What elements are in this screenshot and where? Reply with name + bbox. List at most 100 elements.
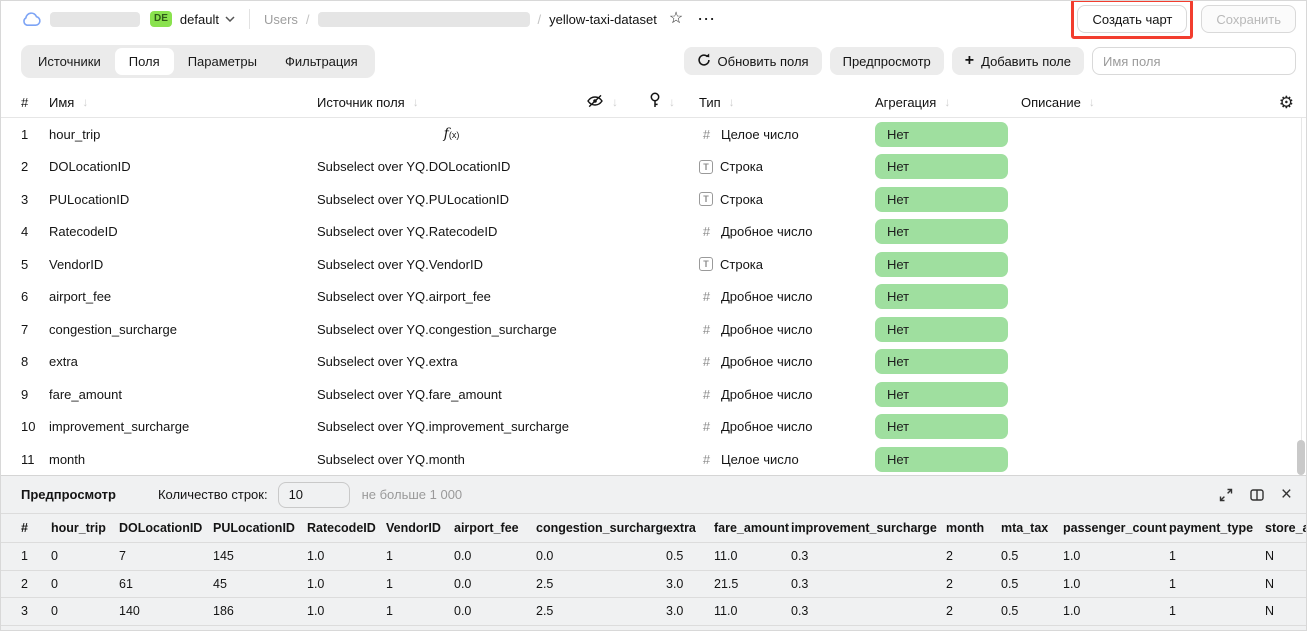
field-type[interactable]: # Целое число bbox=[699, 452, 875, 467]
field-type[interactable]: T Строка bbox=[699, 159, 875, 174]
col-header-source[interactable]: Источник поля ↓ bbox=[317, 94, 419, 110]
field-row[interactable]: 7 congestion_surcharge Subselect over YQ.c… bbox=[1, 313, 1306, 346]
field-type-label: Строка bbox=[720, 191, 764, 207]
save-button[interactable]: Сохранить bbox=[1201, 5, 1296, 33]
preview-cell: 0.0 bbox=[454, 604, 472, 619]
col-header-visibility[interactable]: ↓ bbox=[586, 93, 649, 112]
aggregation-select[interactable]: Нет bbox=[875, 414, 1008, 440]
aggregation-select[interactable]: Нет bbox=[875, 381, 1008, 407]
field-index: 5 bbox=[21, 256, 29, 272]
aggregation-select[interactable]: Нет bbox=[875, 316, 1008, 342]
field-source: Subselect over YQ.congestion_surcharge bbox=[317, 321, 557, 337]
add-field-button[interactable]: + Добавить поле bbox=[951, 47, 1084, 75]
field-row[interactable]: 10 improvement_surcharge Subselect over YQ… bbox=[1, 411, 1306, 444]
field-row[interactable]: 9 fare_amount Subselect over YQ.fare_amoun… bbox=[1, 378, 1306, 411]
preview-panel: Предпросмотр Количество строк: не больше… bbox=[1, 475, 1306, 630]
field-type[interactable]: # Дробное число bbox=[699, 224, 875, 239]
preview-col-header: airport_fee bbox=[454, 521, 519, 535]
number-type-icon: # bbox=[702, 354, 711, 370]
field-row[interactable]: 3 PULocationID Subselect over YQ.PULocatio… bbox=[1, 183, 1306, 216]
field-type[interactable]: # Дробное число bbox=[699, 322, 875, 337]
field-source-formula[interactable]: f(x) bbox=[317, 126, 586, 142]
col-header-description[interactable]: Описание ↓ bbox=[1021, 94, 1095, 110]
field-row[interactable]: 1 hour_trip f(x) # Целое число Нет bbox=[1, 118, 1306, 151]
field-name-search-input[interactable] bbox=[1092, 47, 1296, 75]
field-name[interactable]: RatecodeID bbox=[49, 224, 118, 240]
preview-row: 2 0 61 45 1.0 1 0.0 2.5 3.0 21.5 0.3 2 0.5 1.0 1 N bbox=[1, 571, 1306, 599]
col-header-name[interactable]: Имя ↓ bbox=[49, 94, 89, 110]
redacted-breadcrumb-folder[interactable] bbox=[317, 11, 530, 27]
rows-count-hint: не больше 1 000 bbox=[361, 487, 463, 502]
field-row[interactable]: 5 VendorID Subselect over YQ.VendorID T Стро… bbox=[1, 248, 1306, 281]
field-row[interactable]: 2 DOLocationID Subselect over YQ.DOLocatio… bbox=[1, 151, 1306, 184]
preview-cell: 140 bbox=[119, 604, 140, 619]
split-view-icon[interactable] bbox=[1250, 488, 1264, 502]
aggregation-select[interactable]: Нет bbox=[875, 154, 1008, 180]
expand-preview-icon[interactable] bbox=[1219, 488, 1233, 502]
sort-icon: ↓ bbox=[82, 95, 89, 109]
aggregation-select[interactable]: Нет bbox=[875, 251, 1008, 277]
field-name[interactable]: hour_trip bbox=[49, 126, 101, 142]
aggregation-select[interactable]: Нет bbox=[875, 219, 1008, 245]
field-type[interactable]: # Дробное число bbox=[699, 387, 875, 402]
field-type[interactable]: T Строка bbox=[699, 192, 875, 207]
create-chart-button[interactable]: Создать чарт bbox=[1077, 5, 1188, 33]
key-icon bbox=[649, 92, 661, 112]
preview-button[interactable]: Предпросмотр bbox=[829, 47, 944, 75]
field-name[interactable]: congestion_surcharge bbox=[49, 321, 177, 337]
field-row[interactable]: 4 RatecodeID Subselect over YQ.RatecodeID #… bbox=[1, 216, 1306, 249]
preview-cell: 7 bbox=[119, 549, 126, 564]
col-header-aggregation[interactable]: Агрегация ↓ bbox=[875, 94, 951, 110]
refresh-fields-button[interactable]: Обновить поля bbox=[683, 47, 822, 75]
redacted-workspace-name bbox=[50, 11, 140, 27]
aggregation-select[interactable]: Нет bbox=[875, 446, 1008, 472]
tab-filtering[interactable]: Фильтрация bbox=[285, 53, 358, 69]
field-name[interactable]: improvement_surcharge bbox=[49, 419, 190, 435]
field-type[interactable]: T Строка bbox=[699, 257, 875, 272]
preview-col-header: store_an bbox=[1265, 521, 1306, 535]
field-source: Subselect over YQ.improvement_surcharge bbox=[317, 419, 569, 435]
tab-parameters[interactable]: Параметры bbox=[187, 53, 257, 69]
more-menu-icon[interactable]: ⋯ bbox=[697, 9, 716, 29]
field-name[interactable]: month bbox=[49, 451, 86, 467]
table-settings-gear-icon[interactable]: ⚙ bbox=[1278, 92, 1294, 112]
field-source: Subselect over YQ.VendorID bbox=[317, 256, 483, 272]
favorite-star-icon[interactable]: ☆ bbox=[668, 10, 684, 27]
field-row[interactable]: 11 month Subselect over YQ.month # Целое чис… bbox=[1, 443, 1306, 476]
aggregation-select[interactable]: Нет bbox=[875, 186, 1008, 212]
field-type[interactable]: # Дробное число bbox=[699, 289, 875, 304]
field-type-label: Дробное число bbox=[721, 419, 813, 435]
field-type-label: Строка bbox=[720, 159, 764, 175]
field-row[interactable]: 8 extra Subselect over YQ.extra # Дробное чи… bbox=[1, 346, 1306, 379]
preview-cell: 11.0 bbox=[714, 549, 738, 564]
rows-count-input[interactable] bbox=[277, 481, 350, 508]
col-header-key[interactable]: ↓ bbox=[649, 92, 699, 112]
field-name[interactable]: DOLocationID bbox=[49, 159, 131, 175]
env-selector[interactable]: default bbox=[179, 11, 219, 27]
scrollbar-thumb[interactable] bbox=[1297, 440, 1305, 475]
preview-cell: 1 bbox=[1169, 576, 1176, 591]
field-name[interactable]: airport_fee bbox=[49, 289, 112, 305]
field-name[interactable]: PULocationID bbox=[49, 191, 130, 207]
aggregation-select[interactable]: Нет bbox=[875, 284, 1008, 310]
tab-sources[interactable]: Источники bbox=[38, 53, 101, 69]
field-name[interactable]: extra bbox=[49, 354, 78, 370]
field-type[interactable]: # Дробное число bbox=[699, 354, 875, 369]
chevron-down-icon[interactable] bbox=[225, 16, 235, 22]
number-type-icon: # bbox=[702, 321, 711, 337]
col-header-type[interactable]: Тип ↓ bbox=[699, 94, 735, 110]
field-row[interactable]: 6 airport_fee Subselect over YQ.airport_fe… bbox=[1, 281, 1306, 314]
field-type-label: Дробное число bbox=[721, 289, 813, 305]
number-type-icon: # bbox=[702, 224, 711, 240]
aggregation-select[interactable]: Нет bbox=[875, 121, 1008, 147]
field-type[interactable]: # Целое число bbox=[699, 127, 875, 142]
breadcrumb-users-link[interactable]: Users bbox=[263, 11, 298, 27]
field-type[interactable]: # Дробное число bbox=[699, 419, 875, 434]
field-name[interactable]: fare_amount bbox=[49, 386, 122, 402]
field-name[interactable]: VendorID bbox=[49, 256, 104, 272]
red-highlight-box: Создать чарт bbox=[1071, 1, 1194, 39]
string-type-icon: T bbox=[699, 159, 713, 174]
close-preview-icon[interactable]: × bbox=[1280, 484, 1292, 505]
tab-fields[interactable]: Поля bbox=[114, 47, 174, 75]
aggregation-select[interactable]: Нет bbox=[875, 349, 1008, 375]
